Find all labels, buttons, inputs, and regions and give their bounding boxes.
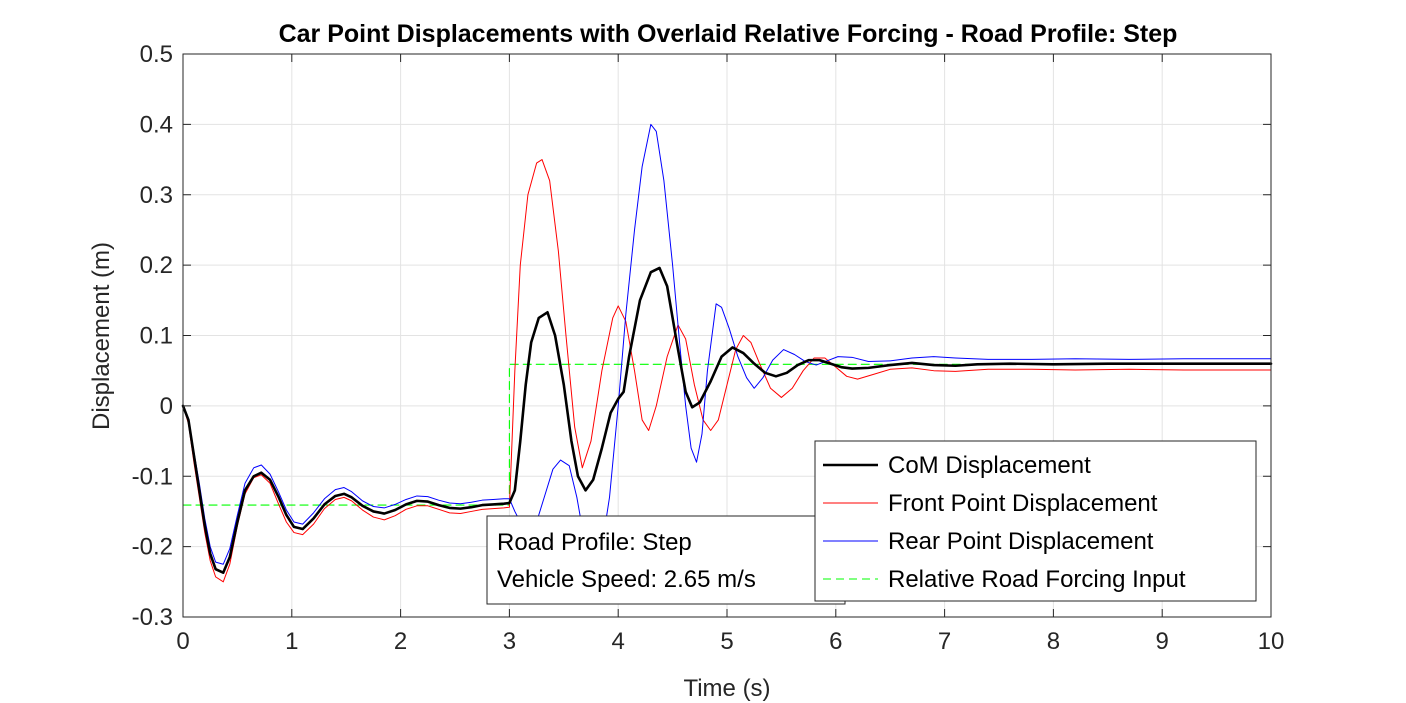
x-tick-label-0: 0 <box>176 628 189 655</box>
legend-item-front: Front Point Displacement <box>823 490 1158 517</box>
y-axis-label: Displacement (m) <box>88 242 115 430</box>
y-tick-label-4: 0.1 <box>140 323 173 350</box>
x-tick-label-2: 2 <box>394 628 407 655</box>
series-line-com <box>181 266 1273 574</box>
x-axis-label: Time (s) <box>683 675 770 702</box>
y-tick-label-3: 0 <box>160 393 173 420</box>
annotation-line-road-profile: Road Profile: Step <box>497 529 692 556</box>
y-tick-label-1: -0.2 <box>132 534 173 561</box>
x-tick-label-6: 6 <box>829 628 842 655</box>
x-tick-label-5: 5 <box>720 628 733 655</box>
y-tick-label-8: 0.5 <box>140 41 173 68</box>
legend-label-com: CoM Displacement <box>888 452 1091 479</box>
annotation-line-vehicle-speed: Vehicle Speed: 2.65 m/s <box>497 566 756 593</box>
y-tick-label-2: -0.1 <box>132 463 173 490</box>
legend-label-front: Front Point Displacement <box>888 490 1158 517</box>
ticks: 0 1 2 3 4 5 6 7 8 9 10 -0.3 -0.2 -0.1 0 0.1 0.2 0.3 0.4 0.5 <box>132 41 1285 655</box>
legend-item-com: CoM Displacement <box>823 452 1091 479</box>
legend-item-road-forcing: Relative Road Forcing Input <box>823 566 1186 593</box>
x-tick-label-7: 7 <box>938 628 951 655</box>
chart-title: Car Point Displacements with Overlaid Re… <box>279 20 1178 48</box>
x-tick-label-4: 4 <box>612 628 625 655</box>
annotation-frame <box>486 515 846 605</box>
series-line-front <box>182 159 1272 583</box>
y-tick-label-6: 0.3 <box>140 182 173 209</box>
series-layer <box>181 123 1273 583</box>
series-line-rear <box>182 123 1272 565</box>
x-tick-label-3: 3 <box>503 628 516 655</box>
legend-item-rear: Rear Point Displacement <box>823 528 1154 555</box>
y-tick-label-7: 0.4 <box>140 111 173 138</box>
y-tick-label-0: -0.3 <box>132 604 173 631</box>
legend: CoM Displacement Front Point Displacemen… <box>814 440 1257 602</box>
legend-label-rear: Rear Point Displacement <box>888 528 1154 555</box>
x-tick-label-1: 1 <box>285 628 298 655</box>
y-tick-label-5: 0.2 <box>140 252 173 279</box>
legend-label-road-forcing: Relative Road Forcing Input <box>888 566 1186 593</box>
legend-frame <box>814 440 1257 602</box>
x-tick-label-8: 8 <box>1047 628 1060 655</box>
annotation-box: Road Profile: Step Vehicle Speed: 2.65 m… <box>486 515 846 605</box>
x-tick-label-10: 10 <box>1258 628 1285 655</box>
x-tick-label-9: 9 <box>1156 628 1169 655</box>
